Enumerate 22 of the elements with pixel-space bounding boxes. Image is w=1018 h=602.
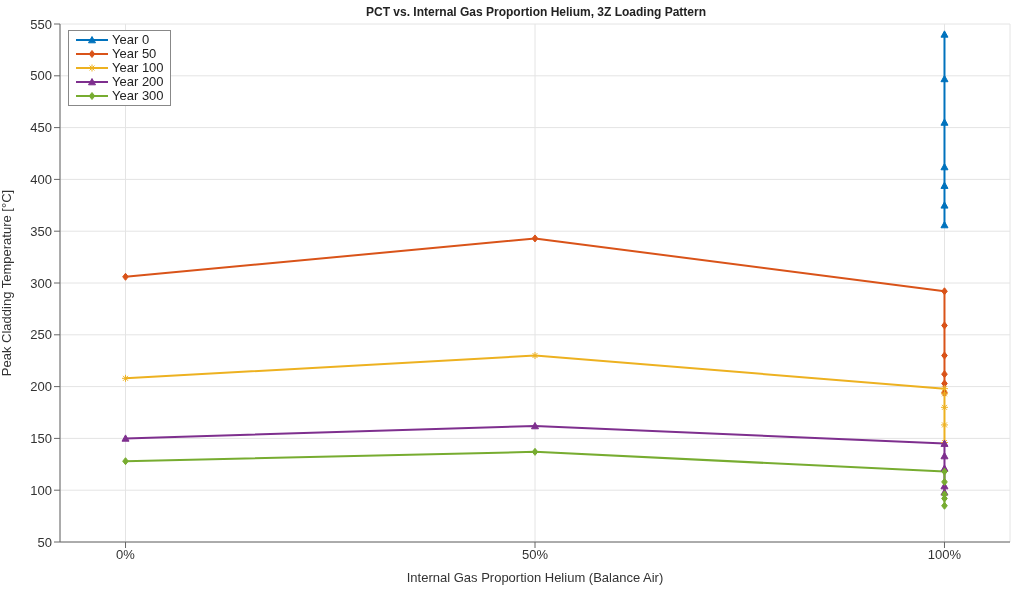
x-tick-label: 0% <box>116 547 136 563</box>
legend-label: Year 0 <box>112 32 150 47</box>
x-axis-title: Internal Gas Proportion Helium (Balance Air) <box>406 570 664 585</box>
y-tick-label: 250 <box>30 327 52 343</box>
y-tick-label: 50 <box>37 534 52 550</box>
legend-label: Year 300 <box>112 88 164 103</box>
y-tick-label: 150 <box>30 431 52 447</box>
y-tick-label: 450 <box>30 120 52 136</box>
legend-label: Year 100 <box>112 60 164 75</box>
y-tick-label: 550 <box>30 16 52 32</box>
y-axis-title: Peak Cladding Temperature [°C] <box>0 189 14 377</box>
y-tick-label: 300 <box>30 275 52 291</box>
x-tick-label: 100% <box>927 547 962 563</box>
y-tick-label: 200 <box>30 379 52 395</box>
chart-title: PCT vs. Internal Gas Proportion Helium, 3Z Loading Pattern <box>365 5 707 19</box>
y-tick-label: 500 <box>30 68 52 84</box>
y-tick-label: 350 <box>30 223 52 239</box>
legend-label: Year 200 <box>112 74 164 89</box>
y-tick-label: 100 <box>30 482 52 498</box>
x-tick-label: 50% <box>521 547 549 563</box>
y-tick-label: 400 <box>30 172 52 188</box>
legend-label: Year 50 <box>112 46 157 61</box>
